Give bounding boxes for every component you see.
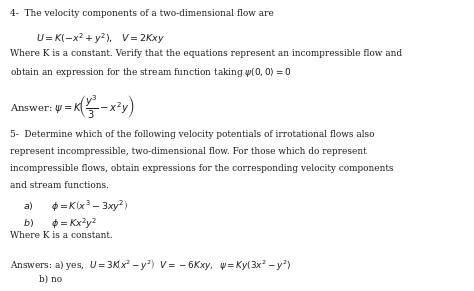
Text: obtain an expression for the stream function taking $\psi(0,0) = 0$: obtain an expression for the stream func… [10,66,292,79]
Text: represent incompressible, two-dimensional flow. For those which do represent: represent incompressible, two-dimensiona… [10,147,367,156]
Text: Answers: a) yes,  $U = 3K\!\left(x^2 - y^2\right)$  $V = -6Kxy,\;\; \psi = Ky(3x: Answers: a) yes, $U = 3K\!\left(x^2 - y^… [10,257,292,272]
Text: 4-  The velocity components of a two-dimensional flow are: 4- The velocity components of a two-dime… [10,9,274,18]
Text: Answer: $\psi = K\!\left(\dfrac{y^3}{3} - x^2 y\right)$: Answer: $\psi = K\!\left(\dfrac{y^3}{3} … [10,93,135,120]
Text: Where K is a constant.: Where K is a constant. [10,231,113,240]
Text: and stream functions.: and stream functions. [10,181,109,190]
Text: $U = K(-x^2 + y^2),\;\;\; V = 2Kxy$: $U = K(-x^2 + y^2),\;\;\; V = 2Kxy$ [36,31,165,46]
Text: 5-  Determine which of the following velocity potentials of irrotational flows a: 5- Determine which of the following velo… [10,130,375,139]
Text: $b)\quad\quad \phi = Kx^2 y^2$: $b)\quad\quad \phi = Kx^2 y^2$ [23,216,97,230]
Text: b) no: b) no [39,275,62,284]
Text: $a)\quad\quad \phi = K\left(x^3 - 3xy^2\right)$: $a)\quad\quad \phi = K\left(x^3 - 3xy^2\… [23,198,128,214]
Text: incompressible flows, obtain expressions for the corresponding velocity componen: incompressible flows, obtain expressions… [10,164,394,173]
Text: Where K is a constant. Verify that the equations represent an incompressible flo: Where K is a constant. Verify that the e… [10,49,402,58]
